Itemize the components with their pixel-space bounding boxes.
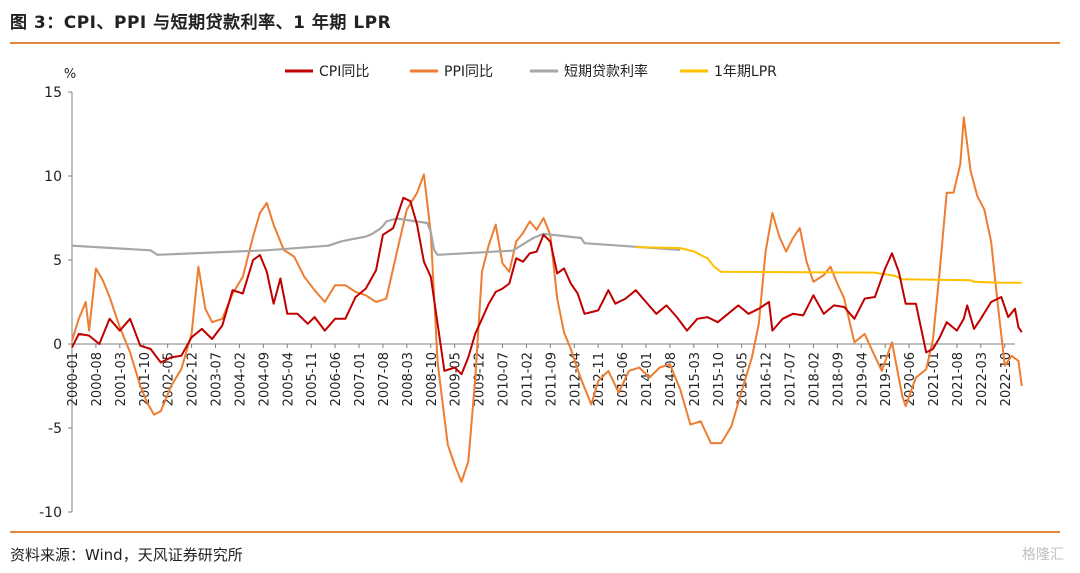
y-tick-label: 15 [44,85,62,101]
x-tick-label: 2007-08 [377,352,392,406]
legend-label: PPI同比 [444,64,493,80]
y-axis: %15 10 5 0 -5 -10 [39,67,76,521]
x-tick-label: 2002-12 [186,352,201,406]
legend-label: CPI同比 [319,64,369,80]
x-tick-label: 2001-10 [138,352,153,406]
y-axis-unit-label: % [64,67,76,82]
x-tick-label: 2009-05 [449,352,464,406]
x-tick-label: 2008-10 [425,352,440,406]
plot-area [71,116,1023,483]
series-line-1 [71,116,1023,483]
watermark-logo: 格隆汇 [1022,547,1064,563]
x-tick-label: 2020-06 [903,352,918,406]
x-tick-label: 2018-09 [831,352,846,406]
x-tick-label: 2006-06 [329,352,344,406]
legend-label: 1年期LPR [714,64,777,80]
y-tick-label: 5 [53,253,62,269]
series-line-0 [71,196,1023,376]
figure-title: 图 3：CPI、PPI 与短期贷款利率、1 年期 LPR [10,13,392,33]
x-tick-label: 2012-04 [568,352,583,406]
x-tick-label: 2022-10 [999,352,1014,406]
x-tick-label: 2011-02 [520,352,535,406]
x-tick-label: 2022-03 [975,352,990,406]
x-tick-label: 2007-01 [353,352,368,406]
x-tick-label: 2021-01 [927,352,942,406]
x-tick-label: 2003-07 [210,352,225,406]
title-divider [10,42,1060,44]
y-tick-label: 10 [44,169,62,185]
x-tick-label: 2000-01 [66,352,81,406]
footer-divider [10,531,1060,533]
series-line-3 [635,246,1022,284]
x-tick-label: 2016-05 [736,352,751,406]
x-tick-label: 2015-03 [688,352,703,406]
x-tick-label: 2013-06 [616,352,631,406]
x-tick-label: 2015-10 [712,352,727,406]
y-tick-label: -5 [48,421,62,437]
x-axis: 2000-01 2000-08 2001-03 2001-10 2002-05 2002-… [66,343,1015,406]
legend-label: 短期贷款利率 [564,63,648,80]
x-tick-label: 2000-08 [90,352,105,406]
y-tick-label: -10 [39,505,62,521]
x-tick-label: 2021-08 [951,352,966,406]
chart-legend: CPI同比 PPI同比 短期贷款利率 1年期LPR [285,63,777,80]
x-tick-label: 2011-09 [544,352,559,406]
x-tick-label: 2004-09 [257,352,272,406]
y-tick-label: 0 [53,337,62,353]
x-tick-label: 2014-01 [640,352,655,406]
x-tick-label: 2019-04 [855,352,870,406]
x-tick-label: 2010-07 [497,352,512,406]
x-tick-label: 2005-11 [305,352,320,406]
x-tick-label: 2018-02 [807,352,822,406]
x-tick-label: 2001-03 [114,352,129,406]
source-note: 资料来源：Wind，天风证券研究所 [10,546,243,564]
x-tick-label: 2002-05 [162,352,177,406]
x-tick-label: 2008-03 [401,352,416,406]
x-tick-label: 2017-07 [784,352,799,406]
series-line-2 [71,217,681,256]
x-tick-label: 2004-02 [233,352,248,406]
x-tick-label: 2005-04 [281,352,296,406]
x-tick-label: 2016-12 [760,352,775,406]
